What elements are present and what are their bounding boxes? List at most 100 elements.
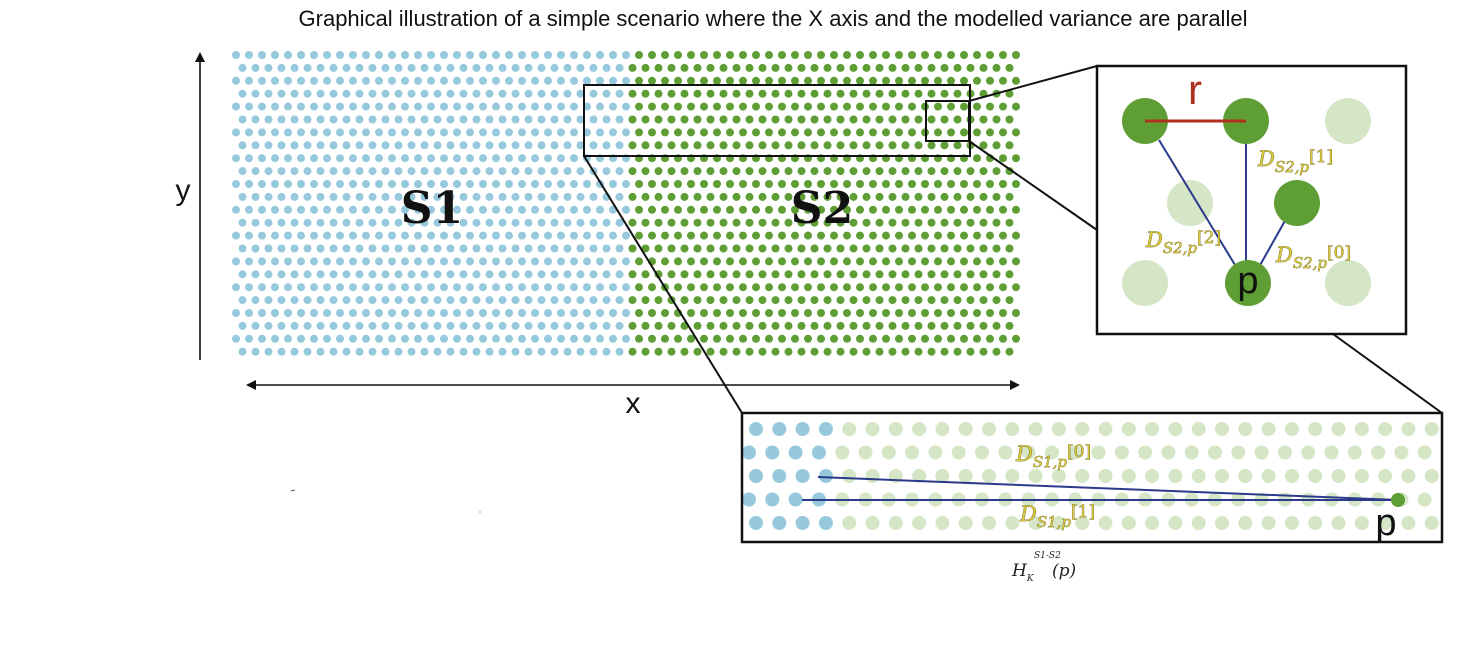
s2-dot [940,192,949,201]
s1-dot [232,128,240,137]
s2-dot-zoomed [1324,445,1339,460]
s2-dot [908,231,916,240]
s1-dot [459,167,468,176]
s1-dot [251,115,260,124]
s2-dot [921,51,929,59]
s2-dot [661,76,669,85]
s1-dot [479,309,487,317]
s2-dot [758,192,767,201]
distance-label-0: DS2,p[0] [1275,243,1351,272]
s1-dot [433,141,442,150]
s1-dot [485,89,494,98]
s1-dot-zoomed [818,422,833,436]
s2-dot [875,192,884,201]
s2-dot [986,76,994,85]
s1-dot [420,141,429,150]
s1-dot [511,321,520,330]
s2-dot [1012,51,1020,59]
s1-dot [316,244,325,253]
s2-dot [810,63,819,72]
s2-dot [693,270,702,279]
s2-dot [765,309,773,317]
region-s1-label: S1 [401,183,463,234]
s2-dot [901,141,910,150]
s1-dot [583,283,591,292]
s1-dot [264,89,273,98]
s1-dot [544,102,552,111]
s1-dot [388,257,396,266]
s2-dot-zoomed [1331,516,1346,530]
s2-dot [641,167,650,176]
s2-dot [914,244,923,253]
s2-dot [921,76,929,85]
s1-dot [297,51,305,59]
s2-dot [784,270,793,279]
s2-dot [979,296,988,305]
s1-dot [245,154,253,163]
s1-dot [544,51,552,59]
s2-dot [810,270,819,279]
s2-dot [830,231,838,240]
s2-dot [992,63,1001,72]
s1-dot [453,180,461,188]
s1-dot [446,63,455,72]
point-p-label: p [1237,260,1258,302]
s1-dot [498,63,507,72]
s1-dot [238,321,247,330]
s2-dot [693,63,702,72]
s1-dot [297,309,305,317]
s2-dot [784,321,793,330]
s1-dot [602,296,611,305]
s2-dot [986,205,994,214]
s1-dot [388,128,396,137]
s1-dot [414,76,422,85]
s2-dot [817,205,825,214]
s2-dot [992,347,1001,356]
s2-dot [986,334,994,343]
s2-dot [674,334,682,343]
s2-dot [895,76,903,85]
s2-dot-zoomed [1424,422,1439,436]
s1-dot [479,180,487,188]
s2-dot [784,244,793,253]
s1-dot [550,321,559,330]
s1-dot [355,141,364,150]
s2-dot [687,51,695,59]
s2-dot [960,257,968,266]
s1-dot [349,309,357,317]
s2-dot [940,244,949,253]
s2-dot [947,51,955,59]
s2-dot [875,244,884,253]
s1-dot [414,102,422,111]
s1-dot [570,283,578,292]
s2-dot [888,63,897,72]
s1-dot-zoomed [788,492,803,507]
s1-dot [368,167,377,176]
s1-dot [407,63,416,72]
s1-dot [544,76,552,85]
s2-dot [979,115,988,124]
s1-dot [537,115,546,124]
s2-dot [843,51,851,59]
s1-dot [362,309,370,317]
s2-dot [628,89,637,98]
s2-dot-zoomed [1308,469,1323,483]
s2-dot [739,205,747,214]
s1-dot [414,309,422,317]
s2-dot [641,63,650,72]
s2-dot [836,296,845,305]
s1-dot [602,63,611,72]
s1-dot [446,115,455,124]
s1-dot [310,205,318,214]
s1-dot [622,309,630,317]
s2-dot [648,205,656,214]
s1-dot [388,76,396,85]
s2-dot [823,63,832,72]
s1-dot [589,244,598,253]
s1-dot [615,115,624,124]
s2-dot-zoomed [1354,469,1369,483]
s2-dot [960,102,968,111]
s1-dot [238,167,247,176]
s2-dot [687,76,695,85]
s2-dot [960,309,968,317]
